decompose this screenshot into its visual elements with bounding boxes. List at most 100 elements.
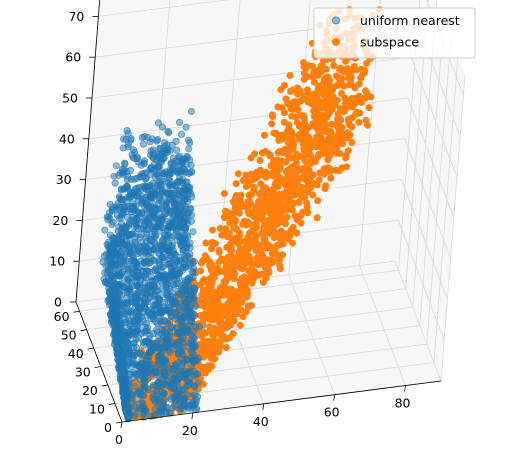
uniform-nearest-point — [174, 375, 182, 383]
uniform-nearest-point — [110, 234, 118, 242]
grid-line-z — [98, 0, 230, 17]
subspace-point — [274, 176, 282, 184]
uniform-nearest-point — [125, 413, 133, 421]
uniform-nearest-point — [169, 323, 177, 331]
uniform-nearest-point — [151, 189, 159, 197]
z-tick-label: 30 — [56, 172, 72, 187]
uniform-nearest-point — [157, 216, 165, 224]
subspace-point — [251, 238, 259, 246]
subspace-point — [231, 217, 239, 225]
uniform-nearest-point — [143, 210, 151, 218]
subspace-point — [225, 320, 233, 328]
uniform-nearest-point — [191, 372, 199, 380]
subspace-point — [282, 188, 290, 196]
uniform-nearest-point — [109, 321, 117, 329]
uniform-nearest-point — [159, 403, 167, 411]
subspace-point — [328, 106, 336, 114]
subspace-point — [332, 121, 340, 129]
uniform-nearest-point — [159, 277, 167, 285]
uniform-nearest-point — [176, 118, 184, 126]
subspace-point — [263, 228, 271, 236]
subspace-point — [232, 205, 240, 213]
subspace-point — [322, 65, 330, 73]
uniform-nearest-point — [124, 213, 132, 221]
subspace-point — [323, 113, 331, 121]
subspace-point — [363, 59, 371, 67]
subspace-point — [200, 275, 208, 283]
subspace-point — [285, 181, 293, 189]
uniform-nearest-point — [178, 290, 186, 298]
subspace-point — [262, 274, 270, 282]
uniform-nearest-point — [115, 334, 123, 342]
subspace-point — [361, 68, 369, 76]
subspace-point — [334, 81, 342, 89]
uniform-nearest-point — [106, 298, 114, 306]
subspace-point — [243, 177, 251, 185]
subspace-point — [216, 337, 224, 345]
uniform-nearest-point — [193, 396, 201, 404]
uniform-nearest-point — [122, 225, 130, 233]
uniform-nearest-point — [106, 265, 114, 273]
uniform-nearest-point — [122, 136, 130, 144]
uniform-nearest-point — [142, 357, 150, 365]
subspace-point — [268, 259, 276, 267]
subspace-point — [324, 73, 332, 81]
subspace-point — [269, 113, 277, 121]
subspace-point — [239, 220, 247, 228]
uniform-nearest-point — [181, 256, 189, 264]
y-tick-mark — [101, 384, 108, 387]
uniform-nearest-point — [165, 246, 173, 254]
uniform-nearest-point — [151, 223, 159, 231]
legend-marker-uniform-nearest — [332, 16, 340, 25]
uniform-nearest-point — [108, 290, 116, 298]
uniform-nearest-point — [111, 261, 119, 269]
uniform-nearest-point — [182, 318, 190, 326]
subspace-point — [222, 260, 230, 268]
uniform-nearest-point — [125, 353, 133, 361]
uniform-nearest-point — [185, 368, 193, 376]
uniform-nearest-point — [166, 223, 174, 231]
subspace-point — [275, 241, 283, 249]
subspace-point — [224, 305, 232, 313]
uniform-nearest-point — [128, 278, 136, 286]
subspace-point — [229, 301, 237, 309]
uniform-nearest-point — [176, 393, 184, 401]
uniform-nearest-point — [131, 351, 139, 359]
z-tick-label: 0 — [54, 295, 62, 310]
subspace-point — [256, 246, 264, 254]
uniform-nearest-point — [118, 210, 126, 218]
uniform-nearest-point — [177, 167, 185, 175]
uniform-nearest-point — [121, 394, 129, 402]
uniform-nearest-point — [154, 119, 162, 127]
uniform-nearest-point — [119, 257, 127, 265]
uniform-nearest-point — [115, 290, 123, 298]
uniform-nearest-point — [120, 371, 128, 379]
uniform-nearest-point — [123, 241, 131, 249]
uniform-nearest-point — [187, 108, 195, 116]
subspace-point — [353, 108, 361, 116]
uniform-nearest-point — [172, 360, 180, 368]
subspace-point — [280, 81, 288, 89]
uniform-nearest-point — [132, 300, 140, 308]
uniform-nearest-point — [109, 244, 117, 252]
uniform-nearest-point — [121, 159, 129, 167]
subspace-point — [223, 208, 231, 216]
legend: uniform nearest subspace — [313, 7, 476, 59]
subspace-point — [209, 290, 217, 298]
subspace-point — [266, 151, 274, 159]
subspace-point — [289, 163, 297, 171]
uniform-nearest-point — [167, 312, 175, 320]
subspace-point — [357, 99, 365, 107]
uniform-nearest-point — [164, 128, 172, 136]
z-tick-label: 10 — [49, 254, 65, 269]
subspace-point — [197, 311, 205, 319]
uniform-nearest-point — [144, 339, 152, 347]
subspace-point — [204, 304, 212, 312]
uniform-nearest-point — [140, 287, 148, 295]
uniform-nearest-point — [146, 293, 154, 301]
uniform-nearest-point — [110, 172, 118, 180]
uniform-nearest-point — [134, 361, 142, 369]
uniform-nearest-point — [161, 368, 169, 376]
uniform-nearest-point — [150, 257, 158, 265]
subspace-point — [239, 313, 247, 321]
